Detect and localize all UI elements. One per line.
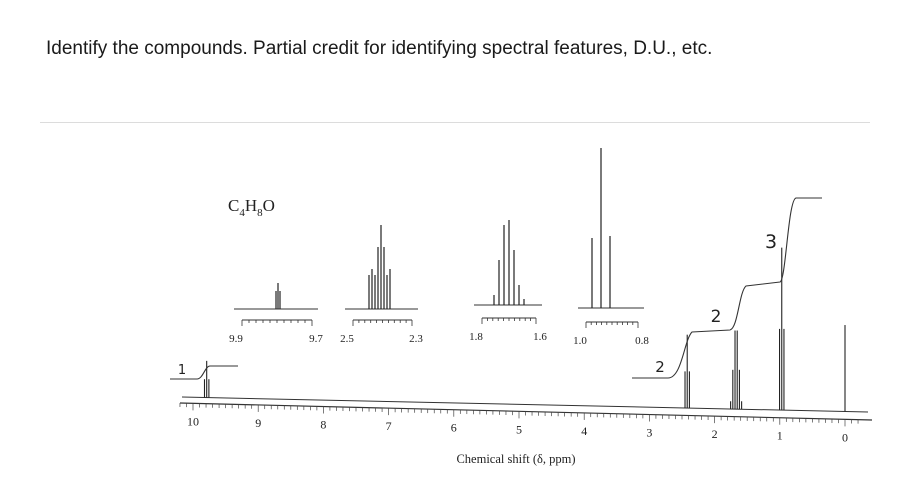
inset-tick-label: 1.0 bbox=[573, 335, 587, 347]
divider-line bbox=[40, 122, 870, 123]
x-tick-label: 0 bbox=[842, 430, 848, 444]
x-axis bbox=[179, 402, 873, 421]
integration-label: 2 bbox=[711, 307, 722, 327]
inset-tick-label: 1.8 bbox=[469, 331, 483, 343]
inset-tick-label: 9.7 bbox=[309, 333, 323, 345]
x-tick-label: 10 bbox=[187, 414, 199, 428]
inset-tick-label: 0.8 bbox=[635, 335, 649, 347]
x-tick-label: 2 bbox=[712, 427, 718, 441]
formula-part: O bbox=[263, 196, 275, 215]
inset-tick-label: 2.3 bbox=[409, 333, 423, 345]
inset-tick-label: 9.9 bbox=[229, 333, 243, 345]
integration-label: 2 bbox=[655, 358, 665, 376]
integration-label: 3 bbox=[765, 231, 777, 253]
formula-part: 8 bbox=[257, 207, 263, 219]
inset-tick-label: 2.5 bbox=[340, 333, 354, 345]
integration-curve bbox=[170, 197, 822, 380]
x-tick-label: 8 bbox=[320, 418, 326, 432]
x-axis-label: Chemical shift (δ, ppm) bbox=[456, 452, 575, 466]
x-tick-label: 6 bbox=[451, 421, 457, 435]
formula-part: H bbox=[245, 196, 257, 215]
x-tick-label: 1 bbox=[777, 429, 783, 443]
x-tick-label: 7 bbox=[386, 419, 392, 433]
x-tick-label: 9 bbox=[255, 416, 261, 430]
question-text: Identify the compounds. Partial credit f… bbox=[46, 38, 713, 59]
x-tick-label: 5 bbox=[516, 422, 522, 436]
x-tick-label: 4 bbox=[581, 424, 587, 438]
spectrum-baseline bbox=[181, 396, 869, 413]
formula-label: C4H8O bbox=[228, 196, 275, 219]
x-tick-label: 3 bbox=[646, 426, 652, 440]
formula-part: 4 bbox=[239, 207, 245, 219]
formula-part: C bbox=[228, 196, 239, 215]
inset-tick-label: 1.6 bbox=[533, 331, 547, 343]
integration-label: 1 bbox=[178, 363, 186, 378]
